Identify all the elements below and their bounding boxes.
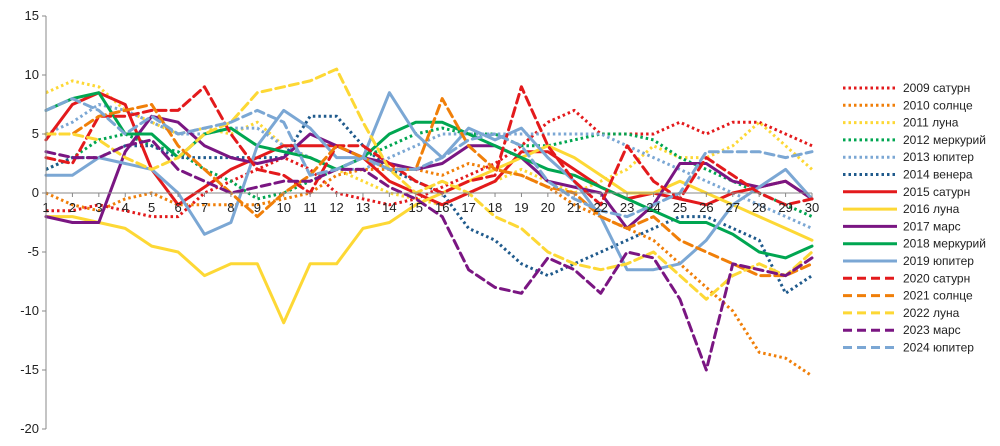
series-line-2013-юпитер bbox=[45, 103, 813, 230]
x-tick-label: 10 bbox=[276, 200, 290, 215]
series-line-2017-марс bbox=[44, 114, 814, 230]
x-tick-label: 25 bbox=[673, 200, 687, 215]
series-line-2012-меркурий bbox=[45, 126, 813, 218]
legend-label: 2011 луна bbox=[903, 116, 959, 130]
legend-label: 2015 сатурн bbox=[903, 185, 970, 199]
y-tick-label: -5 bbox=[27, 244, 39, 259]
series-line-2018-меркурий bbox=[44, 91, 814, 260]
legend-label: 2010 солнце bbox=[903, 98, 973, 112]
x-tick-label: 20 bbox=[541, 200, 555, 215]
legend-label: 2022 луна bbox=[903, 306, 960, 320]
x-tick-label: 17 bbox=[461, 200, 475, 215]
x-tick-label: 9 bbox=[254, 200, 261, 215]
y-tick-label: 5 bbox=[32, 126, 39, 141]
legend: 2009 сатурн 2010 солнце 2011 луна 2012 мерк… bbox=[843, 81, 986, 355]
legend-label: 2024 юпитер bbox=[903, 341, 974, 355]
series-line-2021-солнце bbox=[44, 97, 814, 278]
x-tick-label: 30 bbox=[805, 200, 819, 215]
x-tick-label: 8 bbox=[227, 200, 234, 215]
plot-area bbox=[44, 67, 814, 378]
x-tick-label: 5 bbox=[148, 200, 155, 215]
y-axis: 15 10 5 0 -5 -10 -15 -20 bbox=[20, 8, 47, 436]
x-tick-label: 16 bbox=[435, 200, 449, 215]
legend-label: 2009 сатурн bbox=[903, 81, 970, 95]
x-tick-label: 23 bbox=[620, 200, 634, 215]
x-tick-label: 13 bbox=[356, 200, 370, 215]
x-tick-label: 15 bbox=[409, 200, 423, 215]
x-tick-label: 6 bbox=[174, 200, 181, 215]
legend-label: 2023 марс bbox=[903, 323, 961, 337]
y-tick-label: 0 bbox=[32, 185, 39, 200]
x-tick-label: 4 bbox=[122, 200, 129, 215]
legend-label: 2013 юпитер bbox=[903, 150, 974, 164]
series-line-2023-марс bbox=[44, 138, 814, 372]
y-tick-label: 10 bbox=[25, 67, 39, 82]
y-tick-label: -15 bbox=[20, 362, 39, 377]
x-tick-label: 11 bbox=[303, 200, 317, 215]
x-tick-label: 18 bbox=[488, 200, 502, 215]
x-tick-label: 2 bbox=[69, 200, 76, 215]
y-tick-label: 15 bbox=[25, 8, 39, 23]
legend-label: 2019 юпитер bbox=[903, 254, 974, 268]
legend-label: 2016 луна bbox=[903, 202, 960, 216]
x-tick-label: 3 bbox=[95, 200, 102, 215]
x-tick-label: 22 bbox=[593, 200, 607, 215]
x-tick-label: 27 bbox=[726, 200, 740, 215]
x-tick-label: 24 bbox=[646, 200, 660, 215]
series-line-2016-луна bbox=[44, 144, 814, 325]
series-line-2019-юпитер bbox=[44, 91, 814, 272]
x-tick-label: 29 bbox=[778, 200, 792, 215]
legend-label: 2018 меркурий bbox=[903, 237, 986, 251]
legend-label: 2020 сатурн bbox=[903, 271, 970, 285]
series-line-2022-луна bbox=[44, 67, 814, 301]
x-tick-label: 12 bbox=[329, 200, 343, 215]
x-tick-label: 21 bbox=[567, 200, 581, 215]
x-tick-label: 1 bbox=[42, 200, 49, 215]
series-line-2011-луна bbox=[45, 79, 813, 207]
legend-label: 2012 меркурий bbox=[903, 133, 986, 147]
y-tick-label: -20 bbox=[20, 421, 39, 436]
x-tick-label: 28 bbox=[752, 200, 766, 215]
series-line-2024-юпитер bbox=[44, 97, 814, 219]
x-tick-label: 7 bbox=[201, 200, 208, 215]
legend-label: 2017 марс bbox=[903, 219, 961, 233]
legend-label: 2021 солнце bbox=[903, 289, 973, 303]
legend-label: 2014 венера bbox=[903, 168, 973, 182]
x-tick-label: 14 bbox=[382, 200, 396, 215]
x-tick-label: 19 bbox=[514, 200, 528, 215]
x-tick-label: 26 bbox=[699, 200, 713, 215]
x-axis: 1 2 3 4 5 6 7 8 9 10 11 12 13 14 15 16 17 18 19 20 21 22 23 24 2… bbox=[42, 192, 819, 215]
y-tick-label: -10 bbox=[20, 303, 39, 318]
